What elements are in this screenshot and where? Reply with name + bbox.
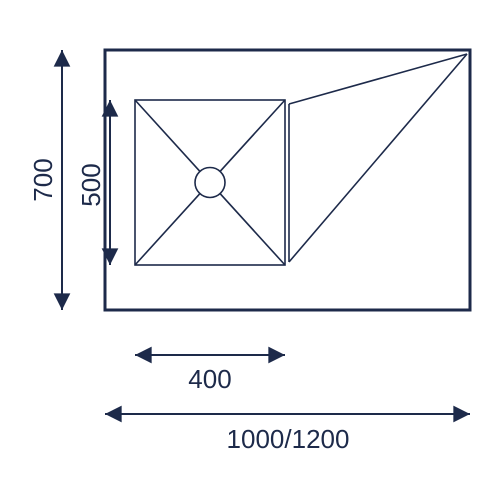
dimension-label-outer-width: 1000/1200	[227, 424, 350, 454]
sink-outer-rect	[105, 50, 470, 310]
dimension-label-bowl-width: 400	[188, 364, 231, 394]
drainboard-line	[289, 54, 467, 104]
drainboard-line	[289, 54, 467, 262]
dimension-label-outer-height: 700	[28, 158, 58, 201]
drain-hole-icon	[195, 168, 225, 198]
dimension-label-bowl-height: 500	[76, 163, 106, 206]
sink-technical-drawing: 700 500 400 1000/1200	[0, 0, 500, 500]
